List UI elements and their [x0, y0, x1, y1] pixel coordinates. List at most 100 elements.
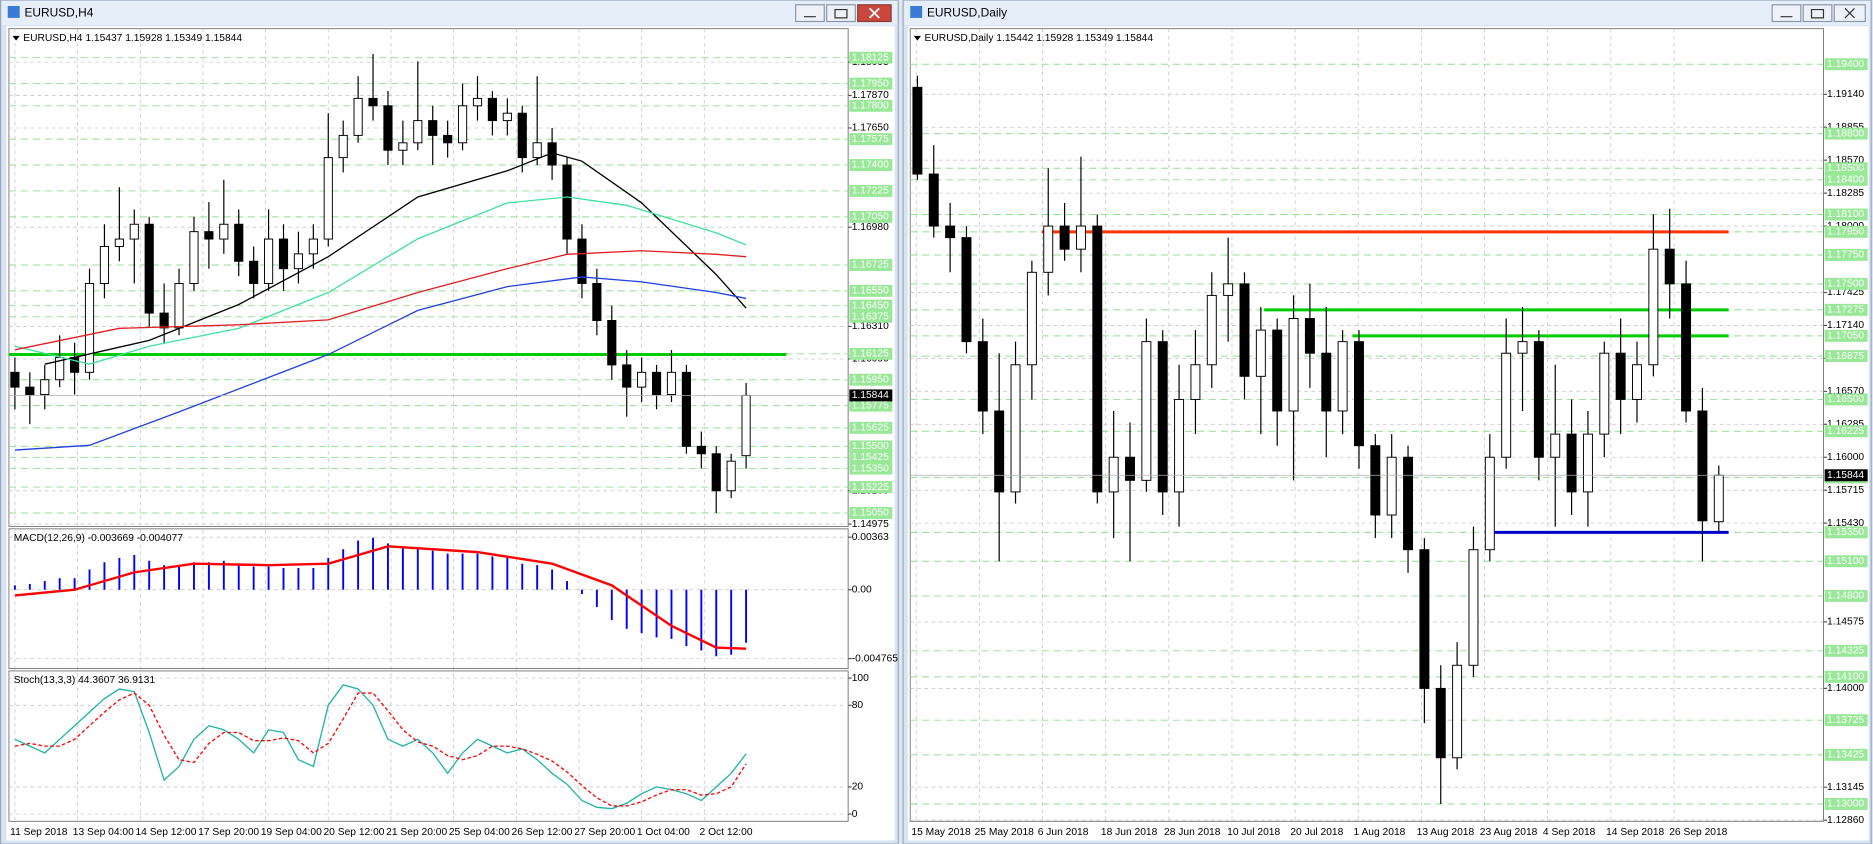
pane-title: MACD(12,26,9) -0.003669 -0.004077: [14, 533, 184, 544]
level-label: 1.17575: [852, 134, 889, 145]
window-daily: EURUSD,Daily: [902, 0, 1872, 844]
level-label: 1.19400: [1827, 59, 1864, 70]
y-tick-label: 20: [852, 782, 864, 793]
button-glyphs: [803, 8, 848, 19]
y-tick-label: 1.14575: [1827, 617, 1864, 628]
candle-body: [1681, 283, 1692, 412]
candle-body: [1190, 364, 1201, 400]
level-label: 1.16225: [1827, 426, 1864, 437]
level-label: 1.17050: [1827, 331, 1864, 342]
level-label: 1.17950: [1827, 227, 1864, 238]
candle-body: [961, 237, 972, 343]
candle-body: [681, 371, 691, 447]
level-label: 1.17750: [1827, 250, 1864, 261]
level-tag: [849, 133, 893, 146]
level-tag: [849, 421, 893, 434]
candle-body: [1468, 549, 1479, 666]
candle-body: [338, 134, 348, 159]
level-label: 1.15350: [1827, 527, 1864, 538]
level-label: 1.15775: [852, 400, 889, 411]
pane-frame: [909, 28, 1824, 822]
level-label: 1.15050: [852, 508, 889, 519]
level-tag: [1824, 350, 1868, 363]
level-tag: [1824, 303, 1868, 316]
y-tick-label: 1.12860: [1827, 815, 1864, 826]
level-tag: [849, 399, 893, 412]
indicator-line: [14, 684, 747, 810]
level-label: 1.14325: [1827, 646, 1864, 657]
level-label: 1.18100: [1827, 209, 1864, 220]
chart-area: [6, 26, 895, 841]
candle-body: [249, 260, 259, 284]
candle-body: [398, 142, 408, 151]
level-tag: [849, 310, 893, 323]
y-tick-label: 1.18570: [1827, 155, 1864, 166]
level-label: 1.18500: [1827, 163, 1864, 174]
level-label: 1.17800: [852, 100, 889, 111]
candle-body: [637, 371, 647, 388]
level-tag: [1824, 162, 1868, 175]
x-tick-label: 21 Sep 20:00: [386, 827, 447, 838]
level-tag: [1824, 670, 1868, 683]
candle-body: [592, 282, 602, 321]
y-tick-label: 0.00363: [852, 532, 889, 543]
level-label: 1.17500: [1827, 279, 1864, 290]
level-tag: [849, 299, 893, 312]
y-tick-label: 1.18855: [1827, 122, 1864, 133]
y-tick-label: 1.17650: [852, 123, 889, 134]
x-tick-label: 4 Sep 2018: [1543, 827, 1596, 838]
level-tag: [1824, 589, 1868, 602]
level-tag: [1824, 329, 1868, 342]
window-icon: [7, 5, 20, 18]
candle-body: [1272, 329, 1283, 412]
indicator-line: [14, 250, 747, 351]
level-label: 1.15425: [852, 452, 889, 463]
y-tick-label: 1.19140: [1827, 89, 1864, 100]
level-label: 1.17275: [1827, 305, 1864, 316]
candle-body: [1403, 456, 1414, 551]
candle-body: [1697, 410, 1708, 522]
level-label: 1.15225: [852, 482, 889, 493]
candle-body: [666, 371, 677, 396]
level-label: 1.17400: [852, 160, 889, 171]
candle-body: [1517, 341, 1528, 354]
candle-body: [443, 134, 453, 144]
candle-body: [532, 142, 542, 159]
candle-body: [1566, 433, 1577, 493]
candle-body: [945, 225, 956, 239]
y-tick-label: 1.16310: [852, 321, 889, 332]
pane-frame: [8, 528, 849, 669]
x-tick-label: 1 Oct 04:00: [637, 827, 690, 838]
maximize-button[interactable]: [1802, 4, 1833, 23]
level-tag: [849, 481, 893, 494]
candle-body: [1648, 248, 1659, 366]
candle-body: [1026, 271, 1037, 366]
candle-body: [234, 223, 244, 262]
candle-body: [696, 445, 706, 455]
level-tag: [849, 51, 893, 64]
candle-body: [1615, 352, 1626, 400]
y-tick-label: 1.17425: [1827, 287, 1864, 298]
candle-body: [1337, 341, 1348, 412]
candle-body: [1452, 664, 1463, 759]
x-tick-label: 19 Sep 04:00: [261, 827, 322, 838]
candle-body: [144, 223, 154, 314]
maximize-button[interactable]: [826, 4, 856, 23]
candle-body: [472, 97, 483, 107]
pane-title: EURUSD,H4 1.15437 1.15928 1.15349 1.1584…: [23, 33, 242, 44]
level-tag: [1824, 208, 1868, 221]
level-tag: [849, 210, 893, 223]
candle-body: [99, 245, 110, 284]
minimize-button[interactable]: [795, 4, 825, 23]
x-tick-label: 17 Sep 20:00: [198, 827, 259, 838]
minimize-button[interactable]: [1771, 4, 1802, 23]
x-tick-label: 14 Sep 12:00: [135, 827, 196, 838]
x-tick-label: 2 Oct 12:00: [700, 827, 753, 838]
pane-title: EURUSD,Daily 1.15442 1.15928 1.15349 1.1…: [925, 33, 1154, 44]
candle-body: [711, 453, 721, 492]
level-tag: [849, 99, 893, 112]
level-label: 1.16125: [852, 349, 889, 360]
candle-body: [1599, 352, 1610, 435]
candle-body: [1484, 456, 1495, 551]
